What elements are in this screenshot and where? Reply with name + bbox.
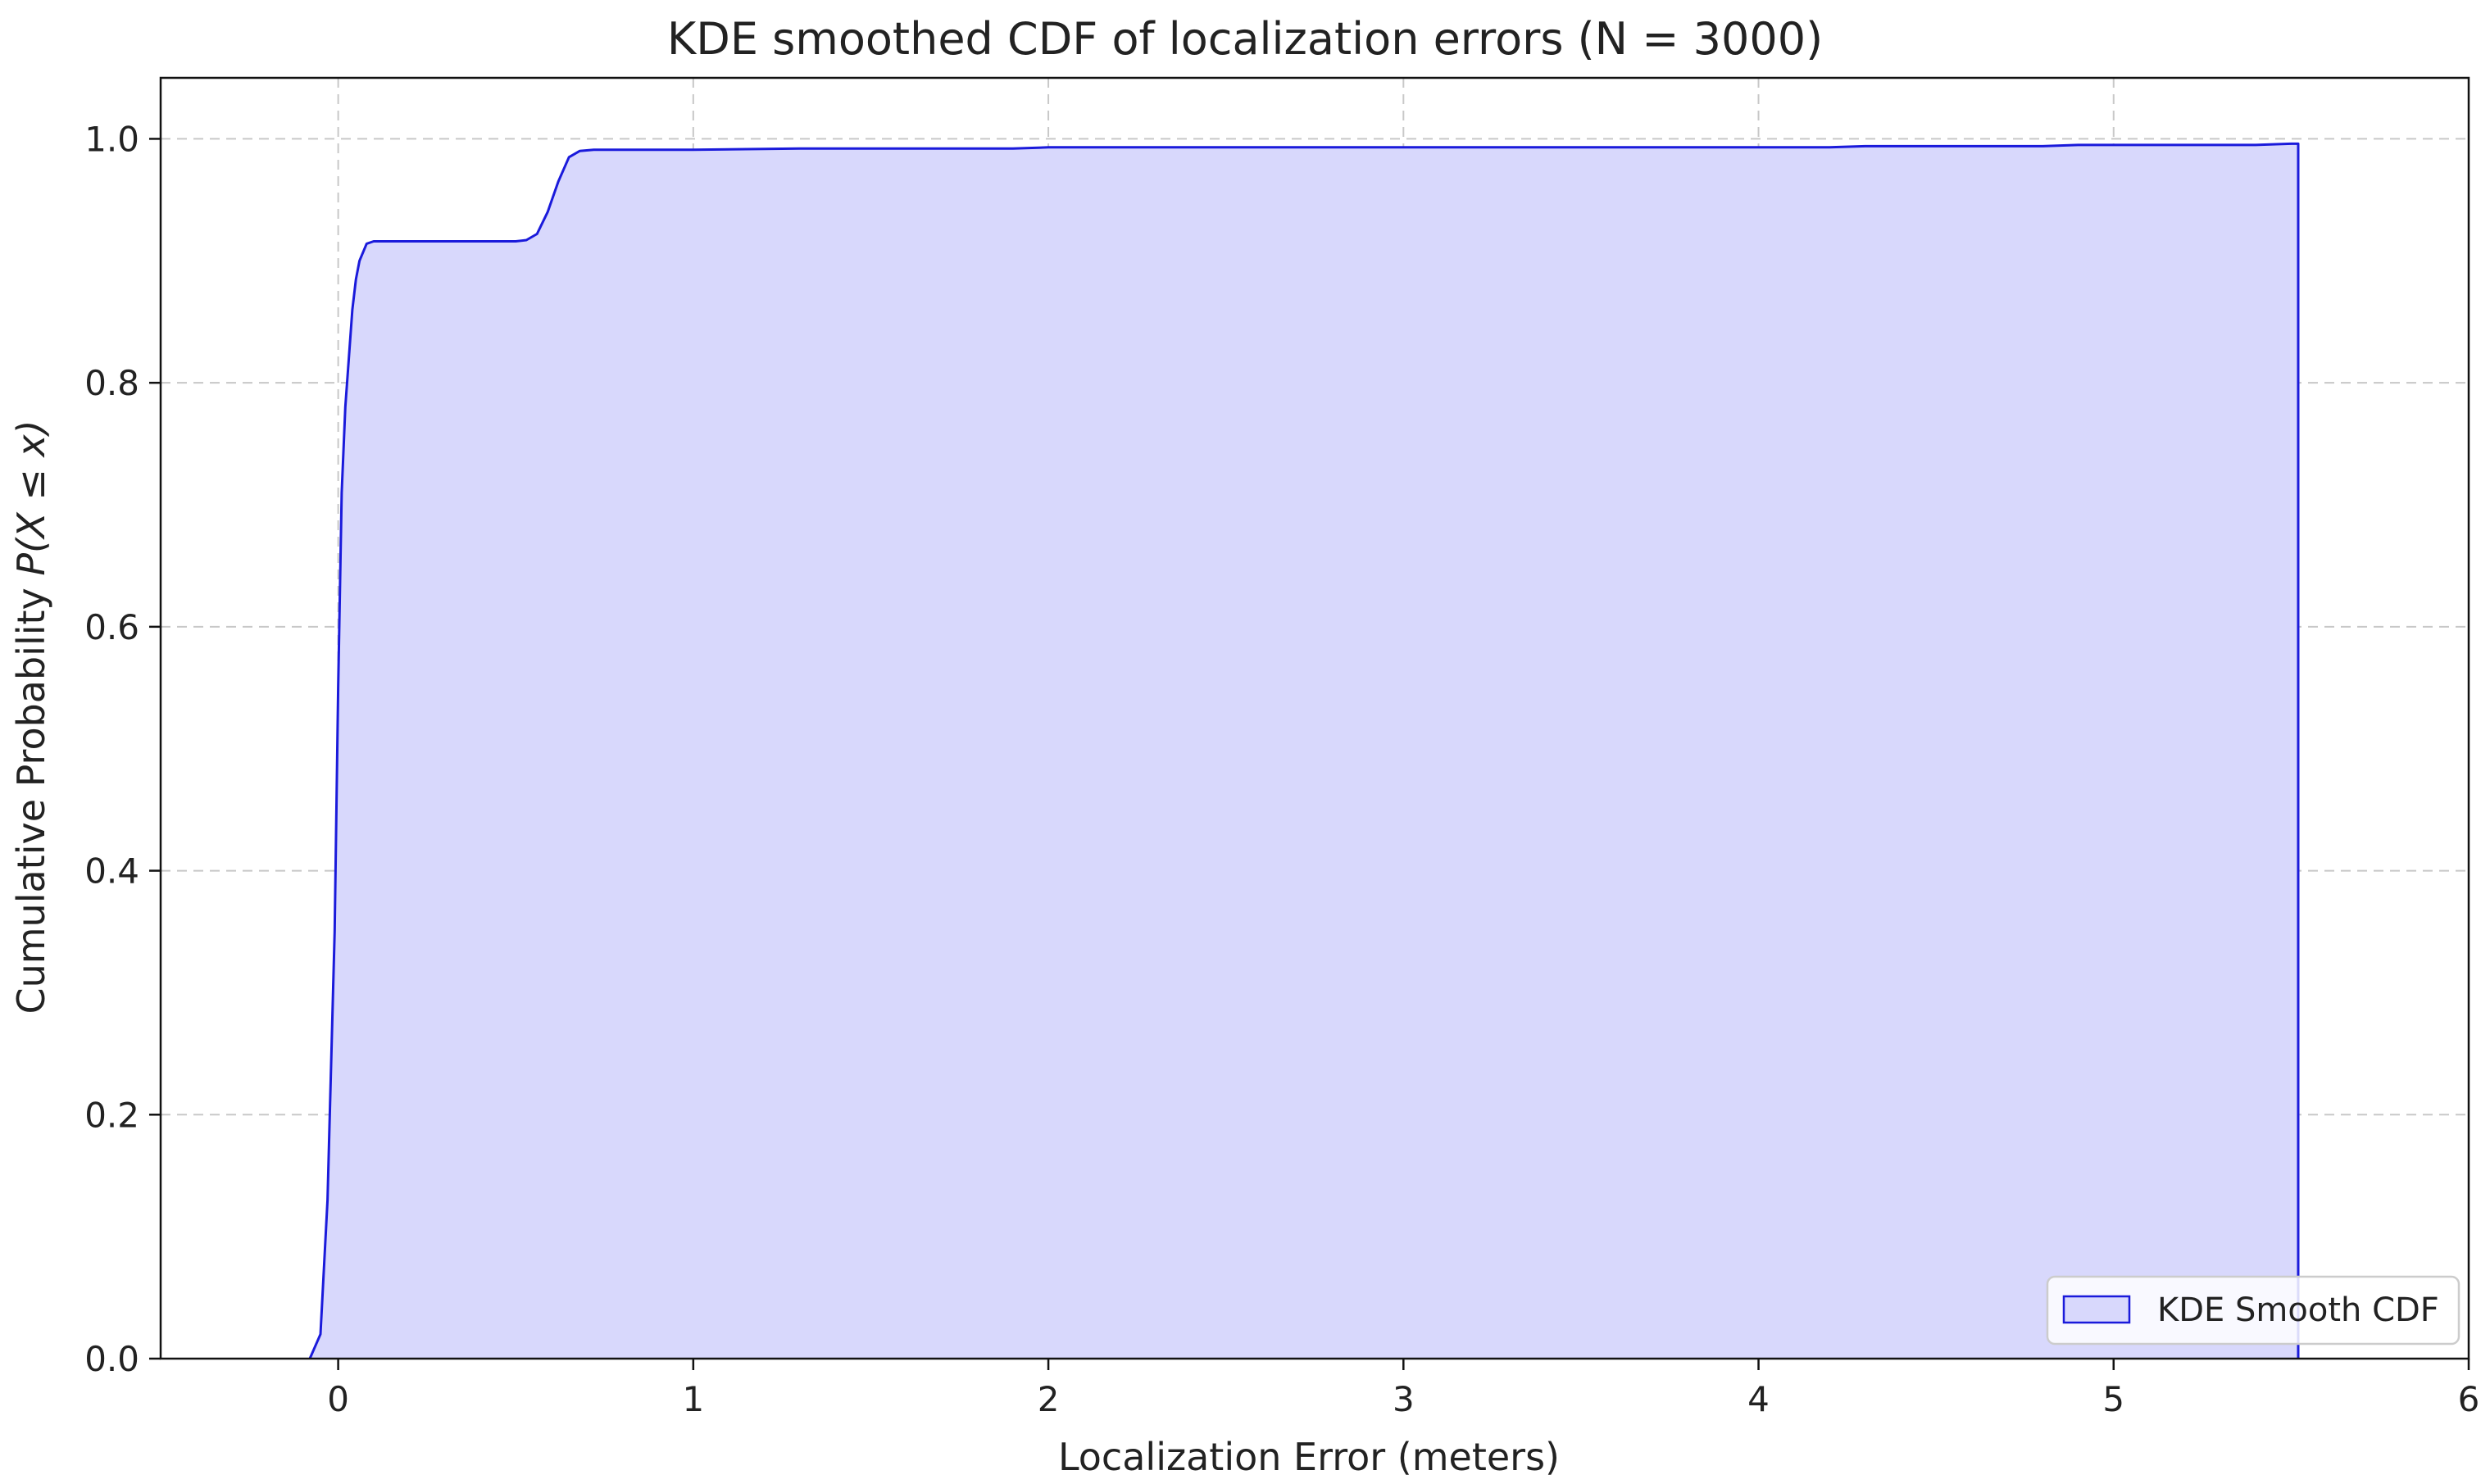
x-tick-label-5: 5 bbox=[2102, 1379, 2124, 1419]
y-tick-label-0.8: 0.8 bbox=[84, 363, 139, 403]
plot-frame bbox=[159, 76, 2470, 1360]
y-axis-ticks: 0.0 0.2 0.4 0.6 0.8 1.0 bbox=[84, 119, 161, 1379]
y-axis-label: Cumulative Probability P(X ≤ x) bbox=[9, 420, 53, 1014]
cdf-line bbox=[308, 142, 2300, 1359]
x-tick-label-0: 0 bbox=[327, 1379, 349, 1419]
y-axis-label-math: P(X ≤ x) bbox=[9, 420, 53, 575]
x-tick-label-4: 4 bbox=[1747, 1379, 1770, 1419]
y-tick-label-0.0: 0.0 bbox=[84, 1339, 139, 1379]
x-tick-label-2: 2 bbox=[1038, 1379, 1060, 1419]
x-tick-label-6: 6 bbox=[2458, 1379, 2480, 1419]
y-axis-label-prefix: Cumulative Probability bbox=[9, 576, 53, 1014]
x-axis-ticks: 0 1 2 3 4 5 6 bbox=[327, 1359, 2479, 1419]
legend-box bbox=[2046, 1275, 2460, 1346]
x-axis-label: Localization Error (meters) bbox=[1058, 1435, 1560, 1479]
cdf-area bbox=[310, 143, 2298, 1359]
y-tick-label-0.6: 0.6 bbox=[84, 607, 139, 647]
x-tick-label-3: 3 bbox=[1393, 1379, 1415, 1419]
legend-swatch-kde-smooth-cdf bbox=[2062, 1295, 2131, 1324]
cdf-area-fill bbox=[310, 143, 2298, 1359]
y-tick-label-1.0: 1.0 bbox=[84, 119, 139, 159]
cdf-series-line bbox=[308, 142, 2300, 1359]
legend-label-kde-smooth-cdf: KDE Smooth CDF bbox=[2157, 1291, 2439, 1329]
chart-title: KDE smoothed CDF of localization errors … bbox=[667, 13, 1823, 65]
y-tick-label-0.2: 0.2 bbox=[84, 1095, 139, 1135]
legend: KDE Smooth CDF bbox=[2046, 1275, 2460, 1346]
x-tick-label-1: 1 bbox=[682, 1379, 704, 1419]
y-tick-label-0.4: 0.4 bbox=[84, 851, 139, 892]
